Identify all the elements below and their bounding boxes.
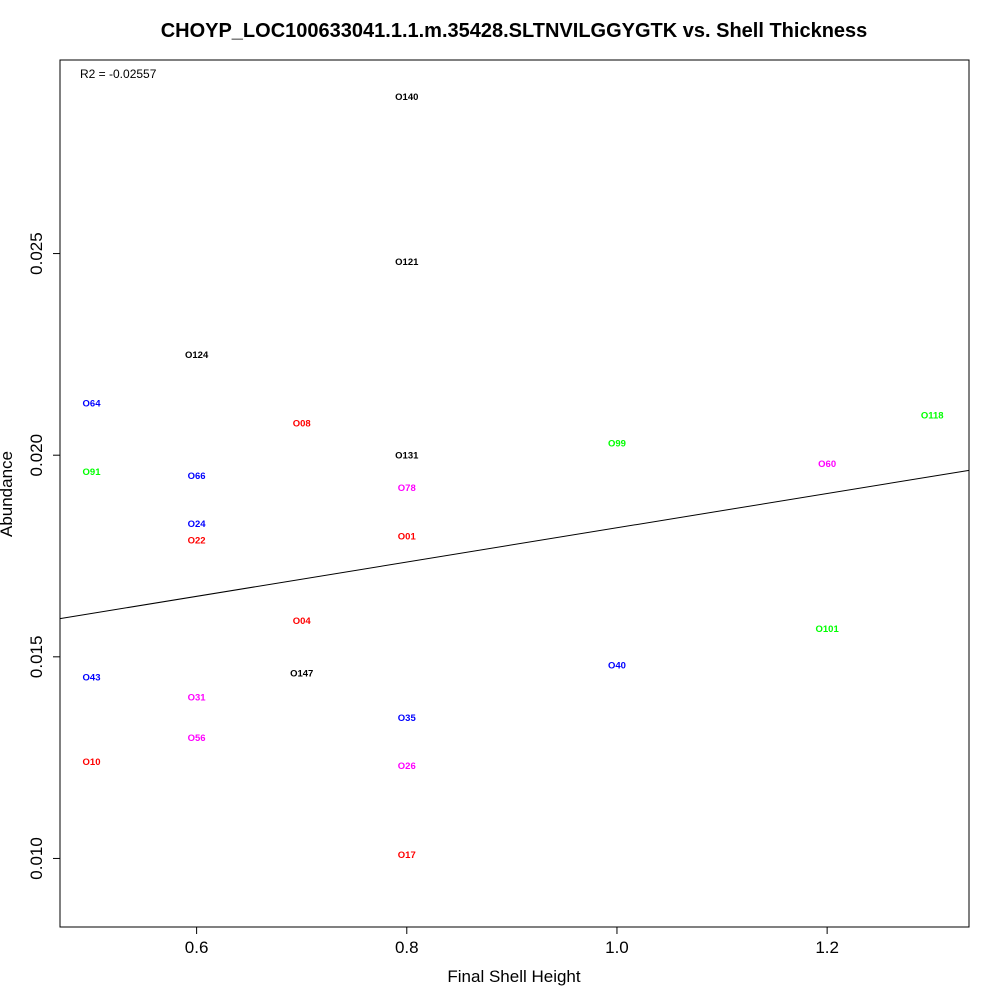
y-axis-label: Abundance (0, 451, 16, 537)
x-tick-label: 0.8 (395, 938, 419, 957)
chart-title: CHOYP_LOC100633041.1.1.m.35428.SLTNVILGG… (161, 20, 868, 42)
y-axis: 0.010 0.015 0.020 0.025 (27, 232, 61, 880)
x-axis-label: Final Shell Height (447, 967, 581, 986)
data-point-o35: O35 (398, 713, 417, 724)
y-tick-label: 0.015 (27, 636, 46, 679)
x-tick-label: 1.2 (815, 938, 839, 957)
data-point-o131: O131 (395, 451, 419, 462)
data-point-o04: O04 (293, 616, 312, 627)
data-point-o64: O64 (83, 398, 102, 409)
data-point-o78: O78 (398, 483, 416, 494)
data-point-o140: O140 (395, 92, 418, 103)
data-point-o24: O24 (188, 519, 207, 530)
plot-frame (59, 59, 970, 928)
points-layer: O140 O121 O124 O64 O118 O08 O99 O131 O60 O91 O66 O7… (83, 92, 944, 861)
data-point-o01: O01 (398, 531, 417, 542)
data-point-o43: O43 (83, 672, 101, 683)
data-point-o17: O17 (398, 850, 416, 861)
data-point-o99: O99 (608, 439, 626, 450)
data-point-o124: O124 (185, 350, 209, 361)
data-point-o31: O31 (188, 693, 207, 704)
data-point-o118: O118 (921, 410, 944, 421)
regression-line (59, 469, 970, 620)
data-point-o121: O121 (395, 257, 419, 268)
data-point-o91: O91 (83, 467, 102, 478)
x-tick-label: 1.0 (605, 938, 629, 957)
data-point-o101: O101 (816, 624, 840, 635)
data-point-o66: O66 (188, 471, 206, 482)
x-axis: 0.6 0.8 1.0 1.2 (185, 926, 839, 957)
data-point-o22: O22 (188, 535, 206, 546)
data-point-o40: O40 (608, 660, 626, 671)
data-point-o08: O08 (293, 418, 311, 429)
y-tick-label: 0.025 (27, 232, 46, 275)
data-point-o26: O26 (398, 761, 416, 772)
y-tick-label: 0.010 (27, 837, 46, 880)
y-tick-label: 0.020 (27, 434, 46, 477)
x-tick-label: 0.6 (185, 938, 209, 957)
plot-area: O140 O121 O124 O64 O118 O08 O99 O131 O60 O91 O66 O7… (59, 92, 970, 861)
data-point-o56: O56 (188, 733, 206, 744)
data-point-o147: O147 (290, 668, 313, 679)
r2-annotation: R2 = -0.02557 (80, 67, 157, 81)
data-point-o10: O10 (83, 757, 101, 768)
data-point-o60: O60 (818, 459, 836, 470)
